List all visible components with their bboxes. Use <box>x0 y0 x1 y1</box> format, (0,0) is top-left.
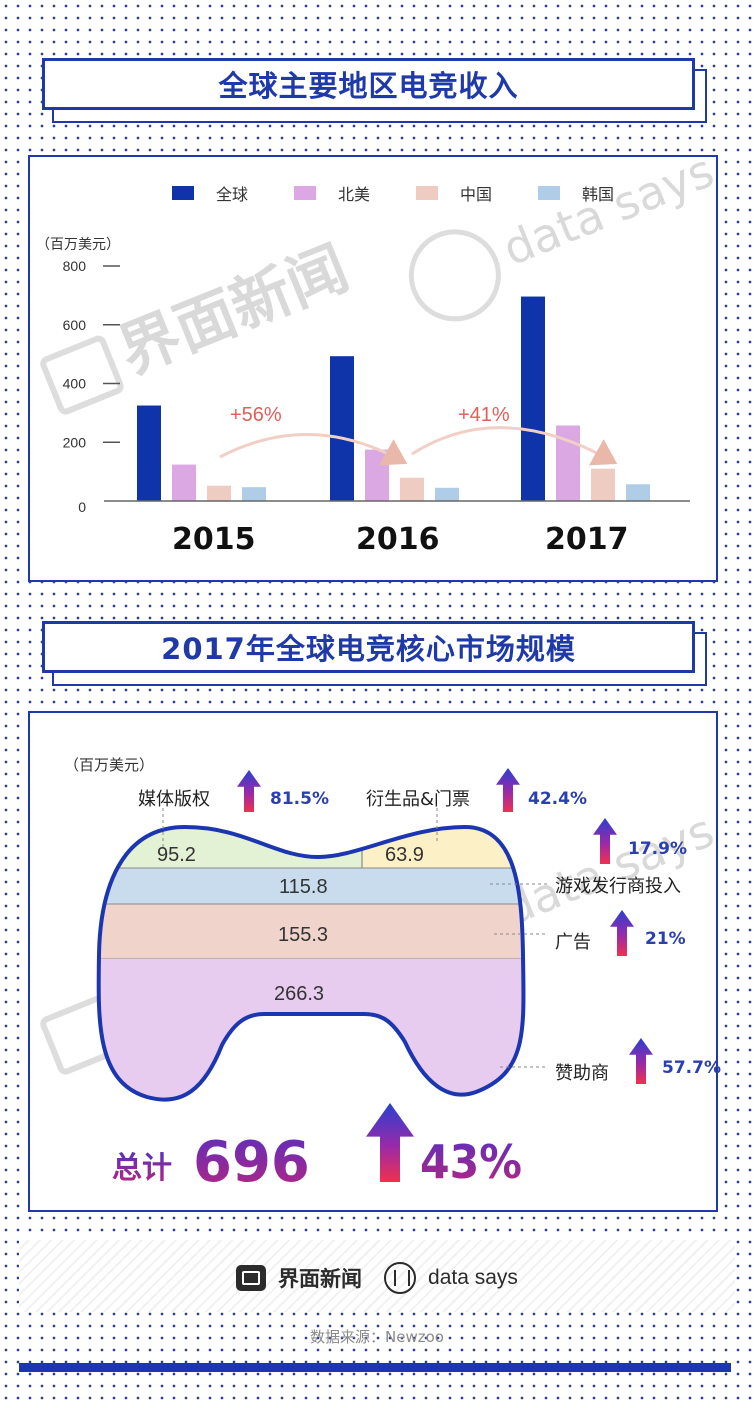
growth-arrow-publisher-fees <box>593 818 617 864</box>
growth-merch-tickets: 42.4% <box>528 789 587 809</box>
bar-2017-3 <box>626 484 650 501</box>
growth-arrow-2016 <box>219 432 408 466</box>
y-tick-label: 800 <box>63 258 87 274</box>
growth-label-2017: +41% <box>458 404 510 426</box>
bar-2015-3 <box>242 487 266 501</box>
bar-2015-1 <box>172 464 196 501</box>
bar-chart-panel <box>28 155 718 582</box>
bar-chart: 0 200 400 600 800 <box>63 258 690 515</box>
growth-arrow-total <box>366 1103 414 1182</box>
footer-source: 数据来源：Newzoo <box>310 1328 444 1346</box>
total-label: 总计 <box>112 1151 172 1186</box>
y-tick-label: 0 <box>78 499 86 515</box>
chart-legend: 全球 北美 中国 韩国 <box>172 181 614 205</box>
legend-swatch <box>538 186 561 200</box>
legend-swatch <box>416 186 439 200</box>
category-merch-tickets: 衍生品&门票 <box>366 789 471 810</box>
jiemian-logo-icon <box>236 1265 267 1291</box>
growth-label-2016: +56% <box>230 404 282 426</box>
legend-label: 全球 <box>216 185 249 204</box>
segment-value-advertising: 155.3 <box>278 924 329 946</box>
legend-item-global: 全球 <box>172 181 248 205</box>
total-value: 696 <box>193 1130 310 1195</box>
segment-value-merch-tickets: 63.9 <box>385 844 424 866</box>
growth-sponsorship: 57.7% <box>662 1058 721 1078</box>
footer-brand-jiemian: 界面新闻 <box>278 1267 363 1291</box>
bar-2015-2 <box>207 485 231 501</box>
footer-bar <box>19 1363 731 1372</box>
controller-chart: 总计 696 43% <box>96 768 653 1195</box>
footer-band <box>19 1240 735 1312</box>
bar-2016-2 <box>400 477 424 501</box>
total-growth-value: 43% <box>420 1135 522 1189</box>
growth-arrow-sponsorship <box>629 1038 653 1084</box>
controller-outline <box>96 824 526 1102</box>
legend-swatch <box>172 186 194 200</box>
year-label-2017: 2017 <box>545 522 629 557</box>
growth-media-rights: 81.5% <box>270 789 329 809</box>
legend-item-china: 中国 <box>416 181 492 205</box>
bar-2015-0 <box>137 405 161 501</box>
bar-2016-3 <box>435 487 459 501</box>
segment-advertising <box>98 903 524 960</box>
year-label-2016: 2016 <box>356 522 440 557</box>
y-tick-label: 600 <box>63 317 87 333</box>
legend-item-korea: 韩国 <box>538 181 614 205</box>
category-publisher-fees: 游戏发行商投入 <box>555 876 681 897</box>
y-axis-unit: （百万美元） <box>36 237 120 253</box>
growth-arrow-media-rights <box>237 770 261 812</box>
growth-arrow-2017 <box>411 426 618 466</box>
category-sponsorship: 赞助商 <box>555 1063 609 1084</box>
title-1: 全球主要地区电竞收入 <box>42 58 695 110</box>
category-advertising: 广告 <box>555 932 591 953</box>
segment-value-publisher-fees: 115.8 <box>279 876 328 898</box>
legend-swatch <box>294 186 317 200</box>
segment-value-media-rights: 95.2 <box>157 844 196 866</box>
unit-label-2: （百万美元） <box>64 756 155 774</box>
legend-label: 北美 <box>338 185 371 204</box>
y-tick-label: 400 <box>63 376 87 392</box>
growth-publisher-fees: 17.9% <box>628 839 687 859</box>
legend-label: 中国 <box>460 185 493 204</box>
growth-advertising: 21% <box>645 929 686 949</box>
legend-label: 韩国 <box>582 185 615 204</box>
bar-2016-0 <box>330 356 354 501</box>
category-media-rights: 媒体版权 <box>138 789 210 810</box>
datasays-logo-icon <box>384 1262 417 1294</box>
footer-brands: 界面新闻 data says <box>0 1262 754 1294</box>
year-label-2015: 2015 <box>172 522 256 557</box>
title-2: 2017年全球电竞核心市场规模 <box>42 621 695 673</box>
bar-2017-2 <box>591 468 615 501</box>
growth-arrow-advertising <box>610 910 634 956</box>
footer-brand-datasays: data says <box>428 1266 518 1289</box>
segment-media-rights <box>98 827 362 868</box>
y-tick-label: 200 <box>63 434 87 450</box>
legend-item-north-america: 北美 <box>294 181 370 205</box>
growth-arrow-merch-tickets <box>496 768 520 812</box>
segment-value-sponsorship: 266.3 <box>274 983 325 1005</box>
bar-2017-0 <box>521 296 545 501</box>
